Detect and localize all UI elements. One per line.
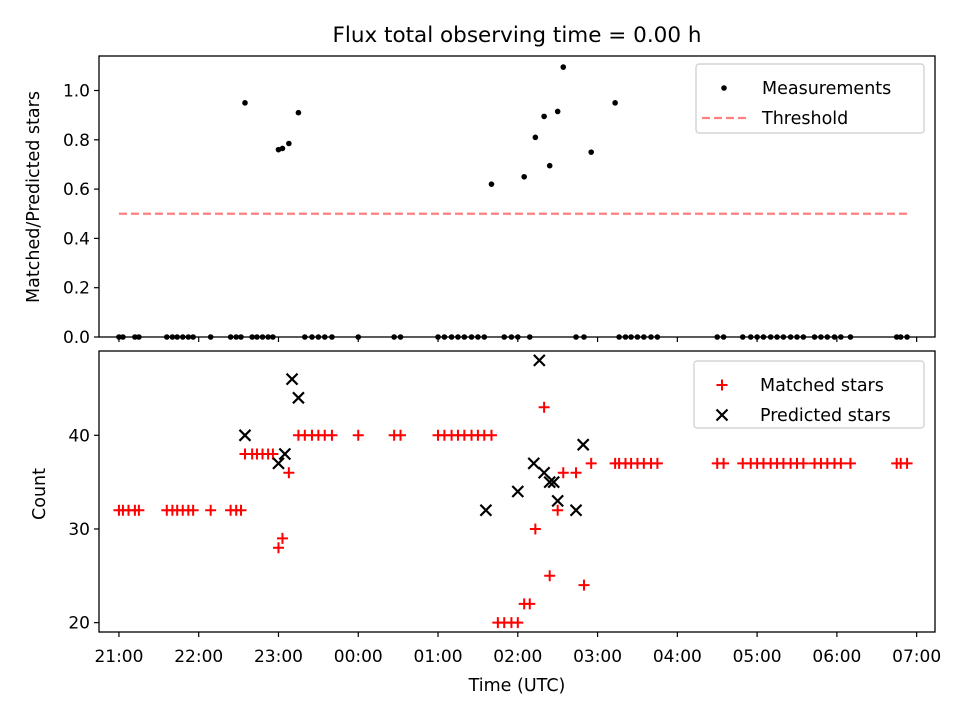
matched-star-point [585,457,597,469]
matched-star-point [844,457,856,469]
matched-star-point [557,467,569,479]
bottom-y-axis-label: Count [30,468,50,520]
top-y-tick-label: 1.0 [63,82,90,102]
bottom-y-tick-label: 20 [68,614,90,634]
x-tick-label: 03:00 [573,647,622,667]
bottom-axes-frame [98,350,936,633]
predicted-star-point [278,447,292,461]
top-y-tick-label: 0.4 [63,229,90,249]
legend-label: Measurements [762,79,891,99]
matched-star-point [538,401,550,413]
predicted-star-point [272,457,285,470]
predicted-star-point [292,391,305,405]
predicted-star-point [543,475,556,489]
predicted-star-point [527,457,541,470]
matched-star-point [133,504,145,516]
top-y-tick-label: 0.0 [63,328,90,348]
legend-predicted-marker [715,408,729,422]
x-tick-label: 02:00 [493,647,542,667]
measurement-point [521,173,527,180]
x-tick-label: 22:00 [174,647,223,667]
top-y-axis-label: Matched/Predicted stars [24,91,44,303]
matched-star-point [578,579,590,591]
matched-star-point [283,467,295,479]
legend-matched-marker [716,379,728,391]
x-tick-label: 00:00 [334,647,383,667]
matched-star-point [570,467,582,479]
matched-star-point [326,429,338,441]
top-legend: Measurements Threshold [695,63,925,134]
matched-star-point [718,457,730,469]
legend-label: Predicted stars [760,406,891,426]
measurement-point [541,113,547,120]
predicted-star-point [479,503,493,517]
matched-star-point [552,504,564,516]
predicted-star-point [547,475,560,489]
top-y-tick-label: 0.2 [63,279,90,299]
matched-star-point [267,448,279,460]
measurement-point [554,108,561,115]
measurement-point [242,100,248,106]
predicted-star-point [511,485,525,498]
matched-star-point [485,429,497,441]
bottom-y-tick-label: 30 [68,520,90,540]
matched-star-point [651,457,663,469]
x-axis-label: Time (UTC) [468,676,566,696]
top-y-tick-label: 0.8 [63,131,90,151]
bottom-axis-layer: 20 30 40 21:00 22:00 23:00 00:00 01:00 02:00 03:0… [68,426,941,667]
matched-star-point [512,617,524,629]
x-tick-label: 23:00 [254,647,303,667]
matched-star-point [352,429,364,441]
x-tick-label: 06:00 [812,647,861,667]
matched-star-point [395,429,407,441]
matched-star-point [276,532,288,544]
predicted-star-point [238,429,252,442]
predicted-star-point [551,494,564,508]
matched-star-point [544,570,556,582]
matched-star-point [235,504,247,516]
x-tick-label: 04:00 [653,647,702,667]
measurement-point [279,145,286,152]
legend-box [693,360,925,429]
bottom-legend: Matched stars Predicted stars [693,360,925,429]
measurement-point [532,134,539,141]
matched-star-point [205,504,217,516]
predicted-star-point [537,466,551,480]
matched-star-point [835,457,847,469]
predicted-star-point [285,372,299,386]
x-tick-label: 21:00 [94,647,143,667]
matched-star-point [272,542,284,554]
chart-title: Flux total observing time = 0.00 h [333,23,702,48]
top-axes-frame [98,55,936,338]
legend-label: Threshold [761,109,848,129]
matched-star-point [901,457,913,469]
measurement-point [286,140,292,147]
predicted-star-point [576,438,590,451]
bottom-series-layer [113,354,913,629]
bottom-panel: 20 30 40 21:00 22:00 23:00 00:00 01:00 02:00 03:0… [30,350,941,696]
legend-measurement-marker [721,85,727,91]
predicted-star-point [569,503,583,517]
matched-star-point [797,457,809,469]
x-tick-label: 07:00 [892,647,941,667]
x-tick-label: 05:00 [733,647,782,667]
top-y-tick-label: 0.6 [63,180,90,200]
measurement-point [295,109,302,116]
x-tick-label: 01:00 [414,647,463,667]
legend-label: Matched stars [760,376,884,396]
measurement-point [612,100,618,106]
measurement-point [588,149,594,155]
bottom-y-tick-label: 40 [68,426,90,446]
matched-star-point [187,504,199,516]
legend-box [695,63,925,134]
top-axis-layer: 0.0 0.2 0.4 0.6 0.8 1.0 [63,82,918,348]
measurement-point [488,181,495,187]
measurement-point [560,64,567,70]
top-panel: 0.0 0.2 0.4 0.6 0.8 1.0 Matched/Predicted sta… [24,55,936,348]
matched-star-point [524,598,536,610]
predicted-star-point [533,354,546,367]
measurement-point [546,162,553,169]
matched-star-point [529,523,541,535]
